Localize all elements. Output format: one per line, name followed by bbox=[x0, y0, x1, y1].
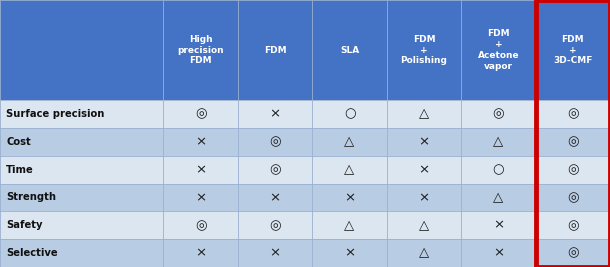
Text: FDM
+
Acetone
vapor: FDM + Acetone vapor bbox=[478, 29, 519, 71]
Text: ◎: ◎ bbox=[270, 163, 281, 176]
Text: △: △ bbox=[345, 219, 354, 232]
Text: ×: × bbox=[493, 219, 504, 232]
Text: ◎: ◎ bbox=[270, 135, 281, 148]
FancyBboxPatch shape bbox=[0, 156, 610, 184]
Text: △: △ bbox=[345, 163, 354, 176]
FancyBboxPatch shape bbox=[0, 184, 610, 211]
FancyBboxPatch shape bbox=[0, 128, 610, 156]
Text: △: △ bbox=[493, 191, 503, 204]
Text: Strength: Strength bbox=[6, 193, 56, 202]
Text: Cost: Cost bbox=[6, 137, 31, 147]
Text: ◎: ◎ bbox=[195, 219, 206, 232]
Text: Selective: Selective bbox=[6, 248, 58, 258]
Text: ○: ○ bbox=[344, 108, 355, 120]
Text: △: △ bbox=[419, 247, 429, 260]
Text: Safety: Safety bbox=[6, 220, 43, 230]
Text: ×: × bbox=[270, 247, 281, 260]
Text: ×: × bbox=[195, 135, 206, 148]
Text: ○: ○ bbox=[493, 163, 504, 176]
Text: ×: × bbox=[195, 191, 206, 204]
Text: FDM
+
3D-CMF: FDM + 3D-CMF bbox=[553, 35, 592, 65]
Text: ×: × bbox=[418, 191, 429, 204]
FancyBboxPatch shape bbox=[0, 239, 610, 267]
Text: △: △ bbox=[419, 108, 429, 120]
Text: ◎: ◎ bbox=[567, 135, 578, 148]
Text: ◎: ◎ bbox=[567, 191, 578, 204]
Text: ◎: ◎ bbox=[567, 163, 578, 176]
Text: SLA: SLA bbox=[340, 46, 359, 54]
Text: ×: × bbox=[270, 108, 281, 120]
Text: △: △ bbox=[345, 135, 354, 148]
Text: Time: Time bbox=[6, 165, 34, 175]
Text: ◎: ◎ bbox=[567, 219, 578, 232]
Text: ×: × bbox=[418, 163, 429, 176]
Text: FDM: FDM bbox=[264, 46, 287, 54]
FancyBboxPatch shape bbox=[0, 0, 610, 100]
Text: ×: × bbox=[418, 135, 429, 148]
Text: ◎: ◎ bbox=[195, 108, 206, 120]
FancyBboxPatch shape bbox=[0, 211, 610, 239]
Text: ×: × bbox=[195, 163, 206, 176]
Text: Surface precision: Surface precision bbox=[6, 109, 104, 119]
Text: ◎: ◎ bbox=[270, 219, 281, 232]
Text: ×: × bbox=[344, 247, 355, 260]
Text: ◎: ◎ bbox=[567, 247, 578, 260]
FancyBboxPatch shape bbox=[0, 100, 610, 128]
Text: High
precision
FDM: High precision FDM bbox=[178, 35, 224, 65]
Text: ◎: ◎ bbox=[567, 108, 578, 120]
Text: ×: × bbox=[344, 191, 355, 204]
Text: ◎: ◎ bbox=[493, 108, 504, 120]
Text: ×: × bbox=[493, 247, 504, 260]
Text: ×: × bbox=[195, 247, 206, 260]
Text: △: △ bbox=[419, 219, 429, 232]
Text: FDM
+
Polishing: FDM + Polishing bbox=[401, 35, 447, 65]
Text: ×: × bbox=[270, 191, 281, 204]
Text: △: △ bbox=[493, 135, 503, 148]
